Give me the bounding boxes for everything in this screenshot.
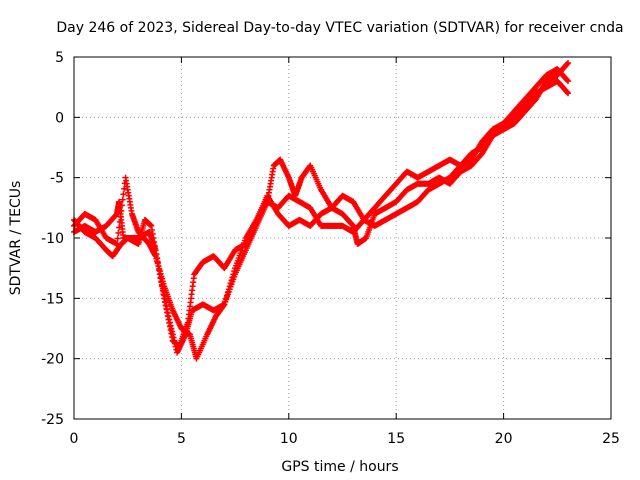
data-point: [121, 185, 128, 192]
data-point: [113, 241, 120, 248]
data-point: [114, 235, 121, 242]
data-point: [564, 77, 571, 84]
data-point: [227, 280, 234, 287]
y-tick-label: -5: [50, 171, 64, 187]
x-tick-label: 25: [602, 431, 620, 447]
data-point: [120, 191, 127, 198]
y-tick-label: -20: [41, 352, 64, 368]
y-tick-label: 0: [55, 110, 64, 126]
series-track-c: [71, 60, 572, 362]
data-point: [228, 277, 235, 284]
data-point: [115, 229, 122, 236]
data-point: [221, 301, 228, 308]
x-axis-label: GPS time / hours: [281, 459, 398, 475]
data-point: [230, 271, 237, 278]
data-series: [71, 60, 572, 362]
grid-lines: [74, 57, 611, 419]
data-point: [565, 60, 572, 67]
data-point: [231, 268, 238, 275]
data-point: [224, 289, 231, 296]
series-track-a: [71, 66, 572, 350]
data-point: [222, 298, 229, 305]
data-point: [116, 224, 123, 231]
y-tick-label: -10: [41, 231, 64, 247]
x-tick-label: 15: [387, 431, 405, 447]
data-point: [226, 283, 233, 290]
y-tick-label: 5: [55, 50, 64, 66]
data-point: [119, 196, 126, 203]
data-point: [229, 274, 236, 281]
x-tick-label: 0: [70, 431, 79, 447]
data-point: [565, 90, 572, 97]
chart-title: Day 246 of 2023, Sidereal Day-to-day VTE…: [56, 20, 623, 36]
data-point: [565, 78, 572, 85]
y-tick-label: -15: [41, 291, 64, 307]
data-point: [564, 89, 571, 96]
y-tick-label: -25: [41, 412, 64, 428]
y-axis-label: SDTVAR / TECUs: [8, 181, 24, 296]
data-point: [118, 207, 125, 214]
data-point: [225, 286, 232, 293]
x-tick-label: 20: [495, 431, 513, 447]
data-point: [117, 213, 124, 220]
data-point: [116, 218, 123, 225]
data-point: [118, 202, 125, 209]
x-tick-label: 5: [177, 431, 186, 447]
x-tick-label: 10: [280, 431, 298, 447]
axis-ticks: 0 5 10 15 20 25 -25 -20 -15 -10 -5 0 5: [41, 50, 620, 447]
data-point: [564, 61, 571, 68]
data-point: [223, 295, 230, 302]
data-point: [224, 292, 231, 299]
